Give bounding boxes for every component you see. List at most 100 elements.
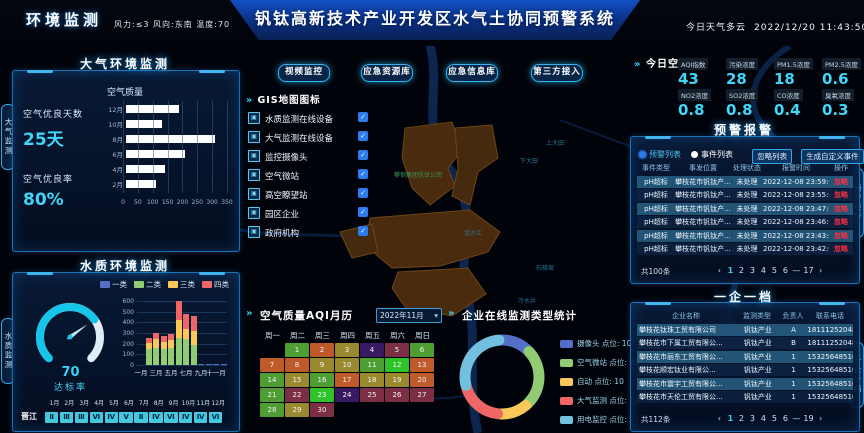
calendar-day-cell[interactable]: 5 bbox=[385, 343, 409, 357]
calendar-day-cell[interactable]: 17 bbox=[335, 373, 359, 387]
map-place-label: 石梯坡 bbox=[536, 265, 555, 272]
donut-legend-label: 自动 点位: 10 bbox=[577, 377, 624, 386]
create-custom-event-button[interactable]: 生成自定义事件 bbox=[801, 149, 864, 164]
calendar-day-cell[interactable]: 24 bbox=[335, 388, 359, 402]
water-legend-label: 一类 bbox=[112, 280, 127, 289]
calendar-weekday: 周三 bbox=[315, 331, 330, 340]
layer-checkbox[interactable]: ✓ bbox=[358, 131, 368, 141]
calendar-day-cell[interactable]: 28 bbox=[260, 403, 284, 417]
page-button[interactable]: 2 bbox=[738, 414, 744, 423]
calendar-day-cell[interactable]: 8 bbox=[285, 358, 309, 372]
page-button[interactable]: 3 bbox=[749, 414, 755, 423]
calendar-day-cell[interactable]: 23 bbox=[310, 388, 334, 402]
ignore-action-link[interactable]: 忽略 bbox=[834, 245, 848, 253]
calendar-month-select[interactable]: 2022年11月 ▾ bbox=[376, 308, 442, 323]
table-cell: 1 bbox=[791, 393, 796, 401]
ignore-action-link[interactable]: 忽略 bbox=[834, 191, 848, 199]
calendar-day-cell[interactable]: 14 bbox=[260, 373, 284, 387]
calendar-day-cell[interactable]: 20 bbox=[410, 373, 434, 387]
calendar-day-cell[interactable]: 10 bbox=[335, 358, 359, 372]
ignore-action-link[interactable]: 忽略 bbox=[834, 231, 848, 240]
layer-checkbox[interactable]: ✓ bbox=[358, 226, 368, 236]
next-page-button[interactable]: › bbox=[818, 414, 823, 423]
ignore-list-button[interactable]: 忽略列表 bbox=[752, 149, 793, 164]
device-layer-icon: ▣ bbox=[248, 226, 260, 238]
layer-checkbox[interactable]: ✓ bbox=[358, 188, 368, 198]
table-cell: 1 bbox=[791, 379, 796, 388]
layer-checkbox[interactable]: ✓ bbox=[358, 150, 368, 160]
air-bar bbox=[126, 164, 165, 173]
emergency-info-button[interactable]: 应急信息库 bbox=[446, 64, 498, 82]
alarm-tab-warning-list[interactable]: 预警列表 bbox=[639, 144, 681, 163]
calendar-day-cell[interactable]: 11 bbox=[360, 358, 384, 372]
air-metric-label: 臭氧浓度 bbox=[822, 89, 854, 101]
page-button[interactable]: 2 bbox=[738, 266, 744, 275]
calendar-day-cell[interactable]: 13 bbox=[410, 358, 434, 372]
page-button[interactable]: 17 bbox=[803, 266, 814, 275]
page-button[interactable]: 6 bbox=[782, 266, 788, 275]
page-button[interactable]: 3 bbox=[749, 266, 755, 275]
prev-page-button[interactable]: ‹ bbox=[717, 266, 721, 275]
calendar-day-cell[interactable]: 26 bbox=[385, 388, 409, 402]
page-button[interactable]: 5 bbox=[771, 266, 777, 275]
calendar-day-cell[interactable]: 15 bbox=[285, 373, 309, 387]
calendar-day-cell[interactable]: 4 bbox=[360, 343, 384, 357]
calendar-day-cell[interactable]: 2 bbox=[310, 343, 334, 357]
table-cell: 钒钛产业 bbox=[743, 325, 772, 334]
donut-legend-item: 大气监测 点位: 15 bbox=[560, 395, 639, 406]
calendar-day-cell[interactable]: 3 bbox=[335, 343, 359, 357]
calendar-day-cell[interactable]: 21 bbox=[260, 388, 284, 402]
air-axis-tick: 0 bbox=[121, 199, 125, 206]
alarm-tab-event-list[interactable]: 事件列表 bbox=[691, 144, 733, 163]
layer-checkbox[interactable]: ✓ bbox=[358, 112, 368, 122]
page-button[interactable]: 1 bbox=[727, 266, 734, 275]
calendar-day-cell[interactable]: 1 bbox=[285, 343, 309, 357]
next-page-button[interactable]: › bbox=[818, 266, 823, 275]
calendar-day-cell[interactable]: 12 bbox=[385, 358, 409, 372]
calendar-day-cell[interactable]: 16 bbox=[310, 373, 334, 387]
ignore-action-link[interactable]: 忽略 bbox=[834, 204, 848, 213]
river-grade-cell: Ⅵ bbox=[89, 412, 104, 423]
calendar-day-cell[interactable]: 9 bbox=[310, 358, 334, 372]
page-button[interactable]: 4 bbox=[760, 266, 766, 275]
calendar-weekday: 周五 bbox=[365, 331, 380, 340]
calendar-day-cell[interactable]: 6 bbox=[410, 343, 434, 357]
prev-page-button[interactable]: ‹ bbox=[717, 414, 721, 423]
page-button[interactable]: 4 bbox=[760, 414, 766, 423]
air-metric: SO2浓度 0.8 bbox=[726, 83, 772, 118]
calendar-day-cell[interactable]: 7 bbox=[260, 358, 284, 372]
water-bar-segment bbox=[190, 344, 197, 365]
air-bar bbox=[126, 119, 162, 128]
alarm-table: 事件类型 事发位置 处理状态 报警时间 操作 pH超标 攀枝花市钒钛产... 未处理 2022-… bbox=[637, 163, 853, 255]
air-gridline bbox=[182, 101, 184, 193]
calendar-day-cell[interactable]: 29 bbox=[285, 403, 309, 417]
calendar-day-cell[interactable]: 25 bbox=[360, 388, 384, 402]
ignore-action-link[interactable]: 忽略 bbox=[834, 177, 848, 186]
page-button[interactable]: 1 bbox=[727, 414, 734, 423]
calendar-day-cell[interactable]: 22 bbox=[285, 388, 309, 402]
third-party-access-button[interactable]: 第三方接入 bbox=[531, 64, 583, 82]
table-cell: 未处理 bbox=[736, 231, 758, 240]
river-month-label: 6月 bbox=[123, 400, 134, 407]
video-surveillance-button[interactable]: 视频监控 bbox=[278, 64, 330, 82]
page-ellipsis: — bbox=[792, 266, 801, 275]
ignore-action-link[interactable]: 忽略 bbox=[834, 218, 848, 226]
calendar-weekday: 周一 bbox=[265, 331, 280, 340]
river-month-label: 10月 bbox=[181, 400, 196, 407]
calendar-day-cell[interactable]: 19 bbox=[385, 373, 409, 387]
page-button[interactable]: 5 bbox=[771, 414, 777, 423]
layer-checkbox[interactable]: ✓ bbox=[358, 207, 368, 217]
layer-checkbox[interactable]: ✓ bbox=[358, 169, 368, 179]
map-place-label: 冷水井 bbox=[518, 298, 537, 305]
calendar-day-cell[interactable]: 27 bbox=[410, 388, 434, 402]
calendar-day-cell[interactable]: 18 bbox=[360, 373, 384, 387]
page-button[interactable]: 6 bbox=[782, 414, 788, 423]
emergency-resource-button[interactable]: 应急资源库 bbox=[361, 64, 413, 82]
page-button[interactable]: 19 bbox=[803, 414, 814, 423]
air-bar-row: 2月 bbox=[105, 176, 229, 191]
air-bar-category: 6月 bbox=[112, 150, 123, 159]
calendar-day-cell[interactable]: 30 bbox=[310, 403, 334, 417]
water-legend-item: 四类 bbox=[202, 279, 229, 290]
